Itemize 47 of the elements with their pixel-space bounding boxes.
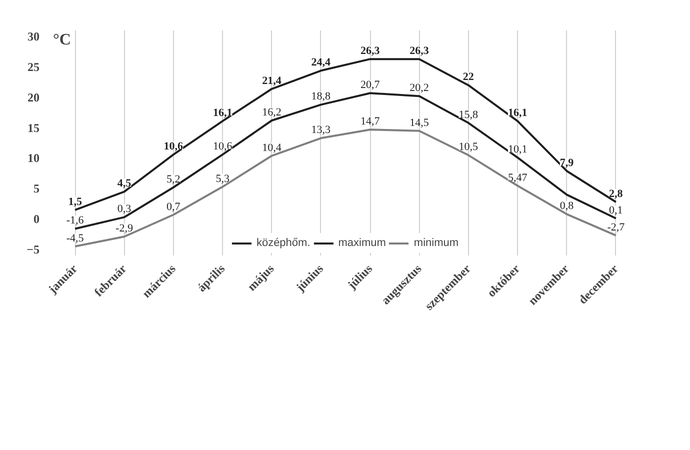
data-label: 5,3 [216, 172, 230, 185]
data-label: 13,3 [311, 124, 332, 136]
data-label: 10,4 [262, 142, 282, 154]
data-label: 5,2 [166, 173, 180, 186]
y-tick-label: 5 [34, 182, 40, 196]
data-label: 4,5 [117, 178, 132, 190]
data-label: 0,1 [609, 204, 623, 216]
data-label: 5,47 [508, 172, 528, 184]
y-axis-title: °C [52, 32, 71, 48]
data-label: 0,8 [560, 200, 574, 212]
data-label: 14,7 [360, 116, 380, 128]
data-label: 20,2 [410, 82, 429, 94]
data-label: 26,3 [410, 45, 430, 58]
data-label: -2,9 [116, 222, 134, 235]
data-label: 0,7 [166, 200, 181, 213]
data-label: -4,5 [66, 232, 84, 244]
data-label: 10,6 [212, 140, 233, 153]
data-label: 21,4 [262, 74, 282, 87]
data-label: -2,7 [607, 221, 626, 234]
data-label: 7,9 [560, 156, 574, 169]
data-label: 14,5 [410, 116, 430, 129]
data-label: -1,6 [66, 214, 84, 227]
data-label: 10,1 [508, 144, 528, 156]
y-tick-label: 30 [28, 30, 40, 44]
data-label: 2,8 [609, 188, 624, 200]
y-tick-label: −5 [26, 242, 40, 256]
data-label: 0,3 [117, 203, 132, 216]
data-label: 22 [462, 71, 474, 84]
data-label: 24,4 [311, 56, 332, 69]
data-label: 10,5 [458, 141, 479, 154]
data-label: 15,8 [458, 108, 479, 121]
data-label: 1,5 [68, 196, 82, 208]
y-tick-label: 10 [28, 151, 40, 166]
data-label: 26,3 [360, 45, 380, 58]
legend-label: minimum [414, 237, 459, 249]
data-label: 10,6 [164, 140, 184, 153]
legend-label: maximum [338, 237, 386, 249]
y-tick-label: 25 [28, 60, 40, 74]
data-label: 16,1 [508, 107, 528, 120]
y-tick-label: 0 [34, 212, 40, 226]
legend-label: középhőm. [256, 237, 310, 249]
y-tick-label: 15 [28, 120, 40, 135]
y-tick-label: 20 [28, 90, 40, 104]
data-label: 16,2 [262, 106, 282, 118]
data-label: 18,8 [311, 90, 332, 103]
data-label: 20,7 [360, 79, 380, 92]
data-label: 16,1 [212, 107, 232, 120]
